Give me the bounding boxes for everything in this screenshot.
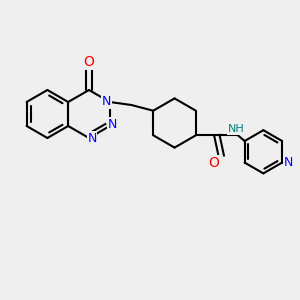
Text: O: O xyxy=(208,156,219,170)
Text: N: N xyxy=(102,95,111,108)
Text: N: N xyxy=(87,132,97,145)
Text: N: N xyxy=(284,156,293,169)
Text: N: N xyxy=(108,118,117,131)
Text: O: O xyxy=(83,55,94,69)
Text: NH: NH xyxy=(228,124,245,134)
